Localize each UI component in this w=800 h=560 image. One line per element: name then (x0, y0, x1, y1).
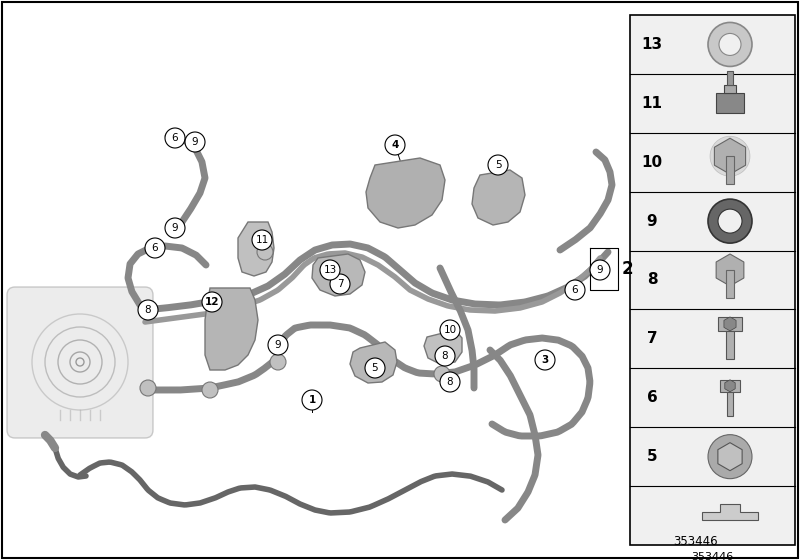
Circle shape (268, 335, 288, 355)
Polygon shape (312, 254, 365, 296)
Circle shape (440, 372, 460, 392)
Bar (727, 71, 733, 85)
Text: 5: 5 (494, 160, 502, 170)
Circle shape (320, 260, 340, 280)
Circle shape (708, 199, 752, 243)
Circle shape (165, 128, 185, 148)
Polygon shape (350, 342, 397, 383)
FancyBboxPatch shape (7, 287, 153, 438)
Circle shape (270, 354, 286, 370)
Text: 8: 8 (646, 273, 658, 287)
Text: 8: 8 (442, 351, 448, 361)
Text: 6: 6 (646, 390, 658, 405)
Circle shape (440, 320, 460, 340)
Bar (726, 270, 734, 298)
Circle shape (385, 135, 405, 155)
Text: 10: 10 (642, 155, 662, 170)
Circle shape (435, 346, 455, 366)
Bar (716, 94, 744, 113)
Text: 353446: 353446 (691, 552, 734, 560)
Circle shape (185, 132, 205, 152)
Circle shape (138, 300, 158, 320)
Text: 9: 9 (274, 340, 282, 350)
Text: 1: 1 (308, 395, 316, 405)
Polygon shape (238, 222, 274, 276)
Text: 13: 13 (642, 37, 662, 52)
Text: 12: 12 (205, 297, 219, 307)
Circle shape (590, 260, 610, 280)
Polygon shape (424, 330, 462, 364)
Circle shape (708, 22, 752, 67)
Bar (720, 380, 740, 392)
Circle shape (330, 274, 350, 294)
Text: 10: 10 (443, 325, 457, 335)
Circle shape (145, 238, 165, 258)
Circle shape (708, 435, 752, 479)
Text: 8: 8 (145, 305, 151, 315)
Circle shape (252, 230, 272, 250)
Circle shape (202, 292, 222, 312)
Bar (630, 15, 795, 545)
Text: 9: 9 (646, 213, 658, 228)
Text: 7: 7 (646, 332, 658, 347)
Text: 13: 13 (323, 265, 337, 275)
Circle shape (257, 244, 273, 260)
Circle shape (365, 358, 385, 378)
Circle shape (718, 209, 742, 233)
Text: 9: 9 (192, 137, 198, 147)
Text: 6: 6 (152, 243, 158, 253)
Polygon shape (472, 170, 525, 225)
Polygon shape (702, 503, 758, 520)
Text: 4: 4 (391, 140, 398, 150)
Text: 2: 2 (622, 260, 634, 278)
Circle shape (434, 366, 450, 382)
Circle shape (565, 280, 585, 300)
Bar (726, 331, 734, 359)
Text: 353446: 353446 (673, 535, 718, 548)
Text: 11: 11 (255, 235, 269, 245)
Text: 5: 5 (646, 449, 658, 464)
Bar (726, 156, 734, 184)
Text: 8: 8 (446, 377, 454, 387)
Bar (718, 317, 742, 331)
Text: 11: 11 (642, 96, 662, 111)
Circle shape (140, 380, 156, 396)
Polygon shape (366, 158, 445, 228)
Circle shape (719, 34, 741, 55)
Bar (727, 392, 733, 416)
Circle shape (535, 350, 555, 370)
Text: 3: 3 (542, 355, 549, 365)
Text: 7: 7 (337, 279, 343, 289)
Circle shape (202, 382, 218, 398)
Circle shape (710, 136, 750, 176)
Circle shape (488, 155, 508, 175)
Polygon shape (205, 288, 258, 370)
Circle shape (302, 390, 322, 410)
Text: 9: 9 (597, 265, 603, 275)
Text: 6: 6 (172, 133, 178, 143)
Bar (724, 85, 736, 94)
Text: 5: 5 (372, 363, 378, 373)
Text: 6: 6 (572, 285, 578, 295)
Circle shape (165, 218, 185, 238)
Text: 9: 9 (172, 223, 178, 233)
